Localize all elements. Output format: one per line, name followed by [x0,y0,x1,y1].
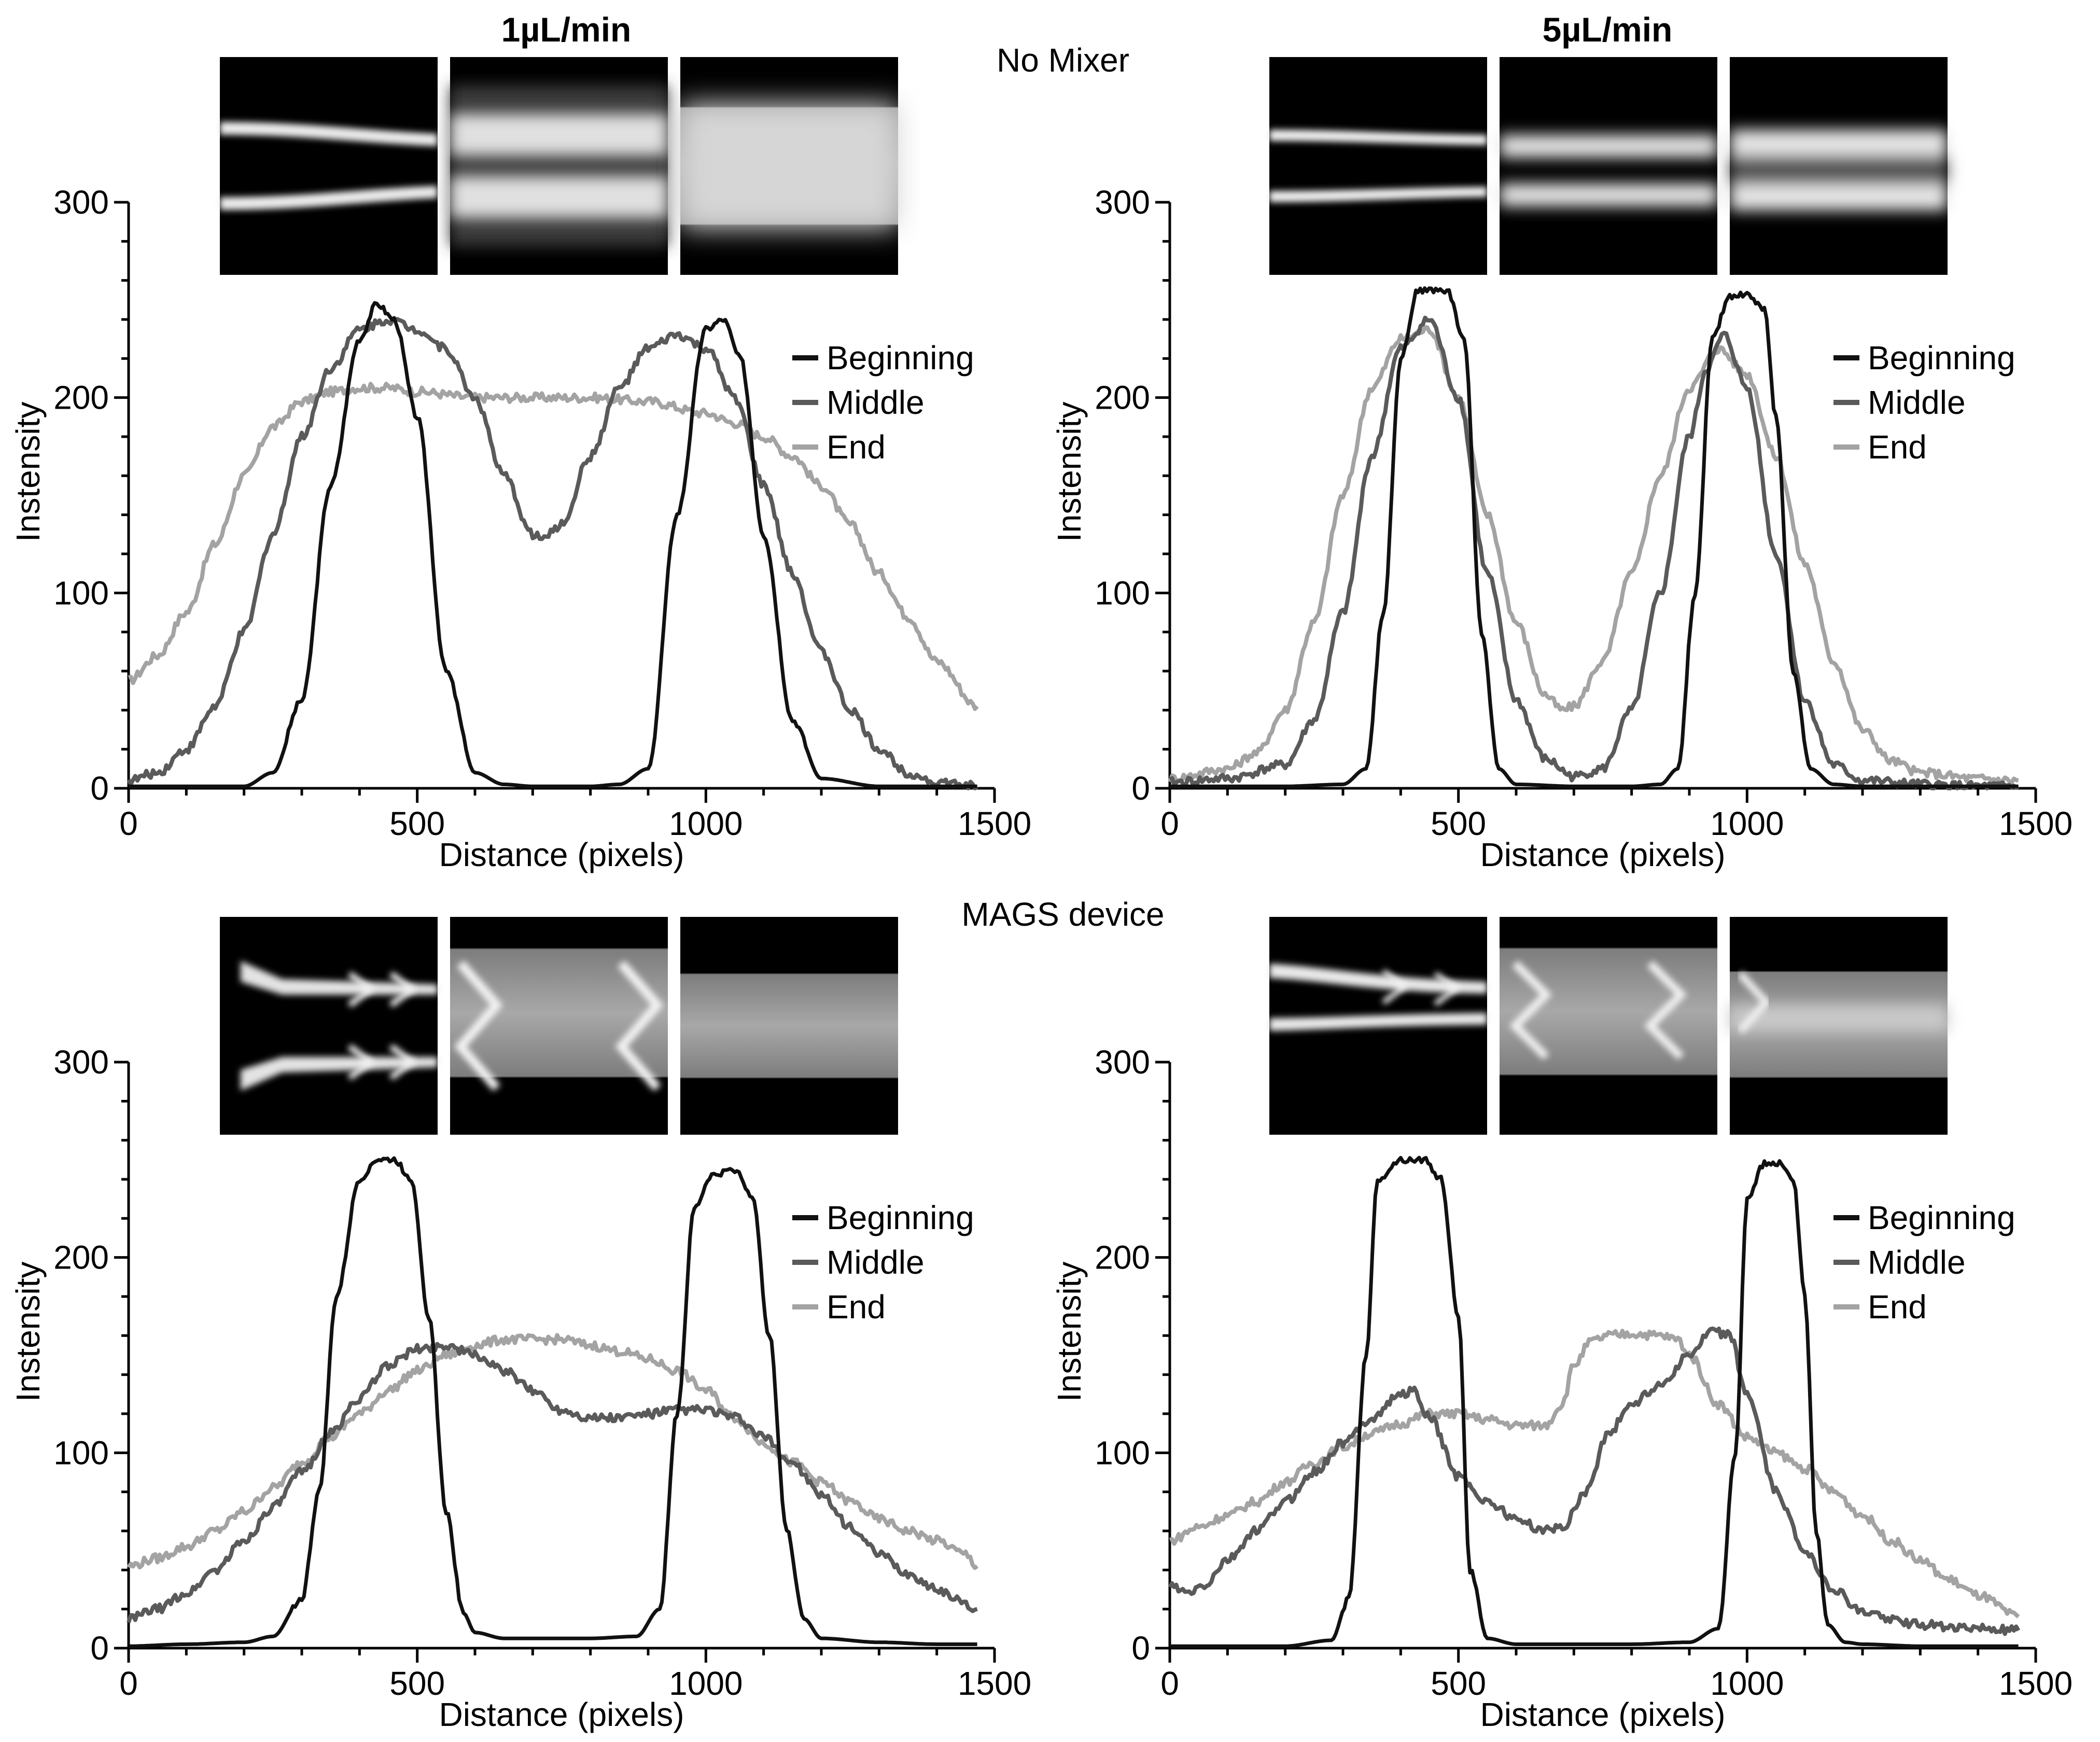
chart-panel-top-left: 0 500 1000 1500 0 100 200 300 Distance (pixels) I… [9,57,1031,873]
series-line-middle [127,317,979,790]
legend-label-beginning: Beginning [827,1199,974,1236]
legend-label-beginning: Beginning [827,339,974,377]
legend: Beginning Middle End [792,339,974,466]
channel-image-middle [1500,917,1717,1135]
y-tick-label: 300 [53,184,109,221]
legend-label-middle: Middle [827,384,925,421]
x-tick-label: 1500 [958,1665,1031,1702]
y-tick-label: 200 [53,379,109,416]
series-line-beginning [129,1156,977,1648]
series-line-middle [1168,1326,2021,1636]
channel-image-middle [1500,57,1717,275]
legend-label-beginning: Beginning [1868,1199,2015,1236]
chart-panel-bottom-left: 0 500 1000 1500 0 100 200 300 Distance (pixels) I… [9,917,1031,1733]
series-line-end [1169,1329,2020,1619]
x-tick-label: 0 [119,805,138,842]
legend-label-middle: Middle [827,1244,925,1281]
x-axis-label: Distance (pixels) [439,1696,684,1733]
series-line-beginning [1170,286,2019,788]
row-title-bottom: MAGS device [961,896,1164,933]
channel-image-beginning [1269,57,1487,275]
x-tick-label: 500 [1431,1665,1486,1702]
y-tick-label: 0 [1131,770,1150,807]
legend-label-end: End [827,1288,886,1326]
x-axis-label: Distance (pixels) [1480,836,1725,873]
x-tick-label: 1000 [669,1665,743,1702]
series-line-middle [127,1342,978,1623]
legend-label-end: End [1868,428,1927,466]
y-axis-label: Instensity [9,1262,47,1402]
y-tick-label: 300 [1095,1043,1150,1081]
inset-images [220,57,898,275]
y-tick-label: 300 [1095,184,1150,221]
series-line-end [127,1333,979,1570]
x-tick-label: 1000 [1710,805,1784,842]
y-tick-label: 100 [1095,574,1150,611]
inset-images [1269,917,1948,1135]
legend: Beginning Middle End [1833,1199,2015,1326]
legend: Beginning Middle End [792,1199,974,1326]
channel-image-beginning [220,57,438,275]
y-tick-label: 0 [90,770,109,807]
legend-label-middle: Middle [1868,1244,1966,1281]
row-title-top: No Mixer [997,41,1129,79]
legend-label-end: End [827,428,886,466]
chart-panel-bottom-right: 0 500 1000 1500 0 100 200 300 Distance (pixels) I… [1051,917,2073,1733]
y-axis-label: Instensity [9,402,47,542]
channel-image-end [1730,917,1948,1135]
legend-label-end: End [1868,1288,1927,1326]
x-tick-label: 1500 [958,805,1031,842]
y-tick-label: 100 [53,574,109,611]
y-tick-label: 0 [1131,1629,1150,1667]
series-line-beginning [1170,1155,2019,1648]
inset-images [220,917,898,1135]
y-axis-label: Instensity [1051,1262,1088,1402]
x-tick-label: 1500 [1999,1665,2073,1702]
x-tick-label: 0 [1160,1665,1179,1702]
legend-label-beginning: Beginning [1868,339,2015,377]
x-tick-label: 1000 [1710,1665,1784,1702]
y-tick-label: 100 [1095,1434,1150,1471]
series-line-end [128,382,979,711]
y-tick-label: 200 [53,1239,109,1276]
y-tick-label: 200 [1095,1239,1150,1276]
channel-image-beginning [1269,917,1487,1135]
x-tick-label: 0 [119,1665,138,1702]
series-line-middle [1169,315,2020,790]
x-tick-label: 1000 [669,805,743,842]
y-axis-label: Instensity [1051,402,1088,542]
x-axis-label: Distance (pixels) [439,836,684,873]
channel-image-end [1730,57,1948,275]
series-line-beginning [129,301,977,788]
y-tick-label: 0 [90,1629,109,1667]
inset-images [1269,57,1948,275]
x-axis-label: Distance (pixels) [1480,1696,1725,1733]
channel-image-end [680,57,898,275]
legend-label-middle: Middle [1868,384,1966,421]
x-tick-label: 500 [389,1665,445,1702]
x-tick-label: 0 [1160,805,1179,842]
y-tick-label: 200 [1095,379,1150,416]
y-tick-label: 100 [53,1434,109,1471]
y-tick-label: 300 [53,1043,109,1081]
column-title-right: 5µL/min [1543,10,1673,49]
channel-image-middle [450,917,668,1135]
chart-panel-top-right: 0 500 1000 1500 0 100 200 300 Distance (pixels) I… [1051,57,2073,873]
x-tick-label: 500 [389,805,445,842]
channel-image-end [680,917,898,1135]
channel-image-beginning [220,917,438,1135]
column-title-left: 1µL/min [501,10,632,49]
channel-image-middle [450,57,668,275]
x-tick-label: 1500 [1999,805,2073,842]
legend: Beginning Middle End [1833,339,2015,466]
series-line-end [1168,325,2019,786]
x-tick-label: 500 [1431,805,1486,842]
